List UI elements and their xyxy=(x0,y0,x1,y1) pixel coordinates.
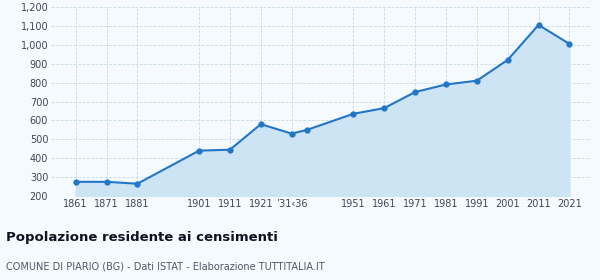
Text: COMUNE DI PIARIO (BG) - Dati ISTAT - Elaborazione TUTTITALIA.IT: COMUNE DI PIARIO (BG) - Dati ISTAT - Ela… xyxy=(6,262,325,272)
Text: Popolazione residente ai censimenti: Popolazione residente ai censimenti xyxy=(6,231,278,244)
